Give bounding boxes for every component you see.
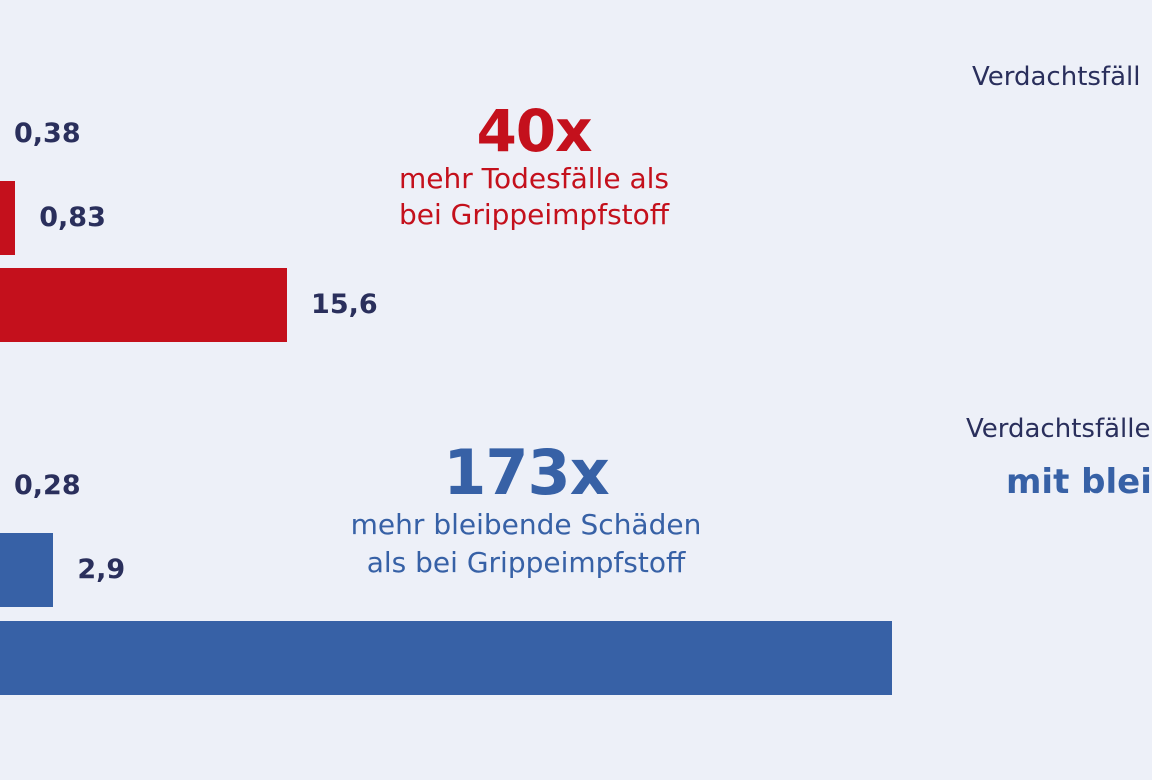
red-callout: 40x mehr Todesfälle als bei Grippeimpfst…: [399, 102, 669, 231]
blue-callout: 173x mehr bleibende Schäden als bei Grip…: [351, 442, 702, 579]
red-multiplier: 40x: [476, 97, 592, 165]
red-value-label-1: 0,38: [14, 118, 81, 149]
blue-bar-2: [0, 533, 54, 607]
legend-top-partial: Verdachtsfäll: [972, 62, 1141, 92]
blue-value-label-2: 2,9: [77, 554, 126, 585]
red-callout-line-2: bei Grippeimpfstoff: [398, 197, 670, 231]
red-callout-line-1: mehr Todesfälle als: [399, 162, 669, 195]
blue-callout-line-2: als bei Grippeimpfstoff: [366, 545, 686, 579]
red-bar-3: [0, 268, 288, 342]
red-value-label-3: 15,6: [311, 289, 378, 320]
legend-bottom-line-1: Verdachtsfälle: [966, 414, 1151, 444]
red-value-label-2: 0,83: [39, 202, 106, 233]
blue-multiplier: 173x: [443, 436, 609, 509]
blue-callout-line-1: mehr bleibende Schäden: [350, 508, 702, 541]
blue-value-label-1: 0,28: [14, 470, 81, 501]
blue-bar-3: [0, 621, 893, 695]
red-bar-2: [0, 181, 16, 255]
legend-bottom-line-2: mit blei: [1006, 462, 1152, 502]
